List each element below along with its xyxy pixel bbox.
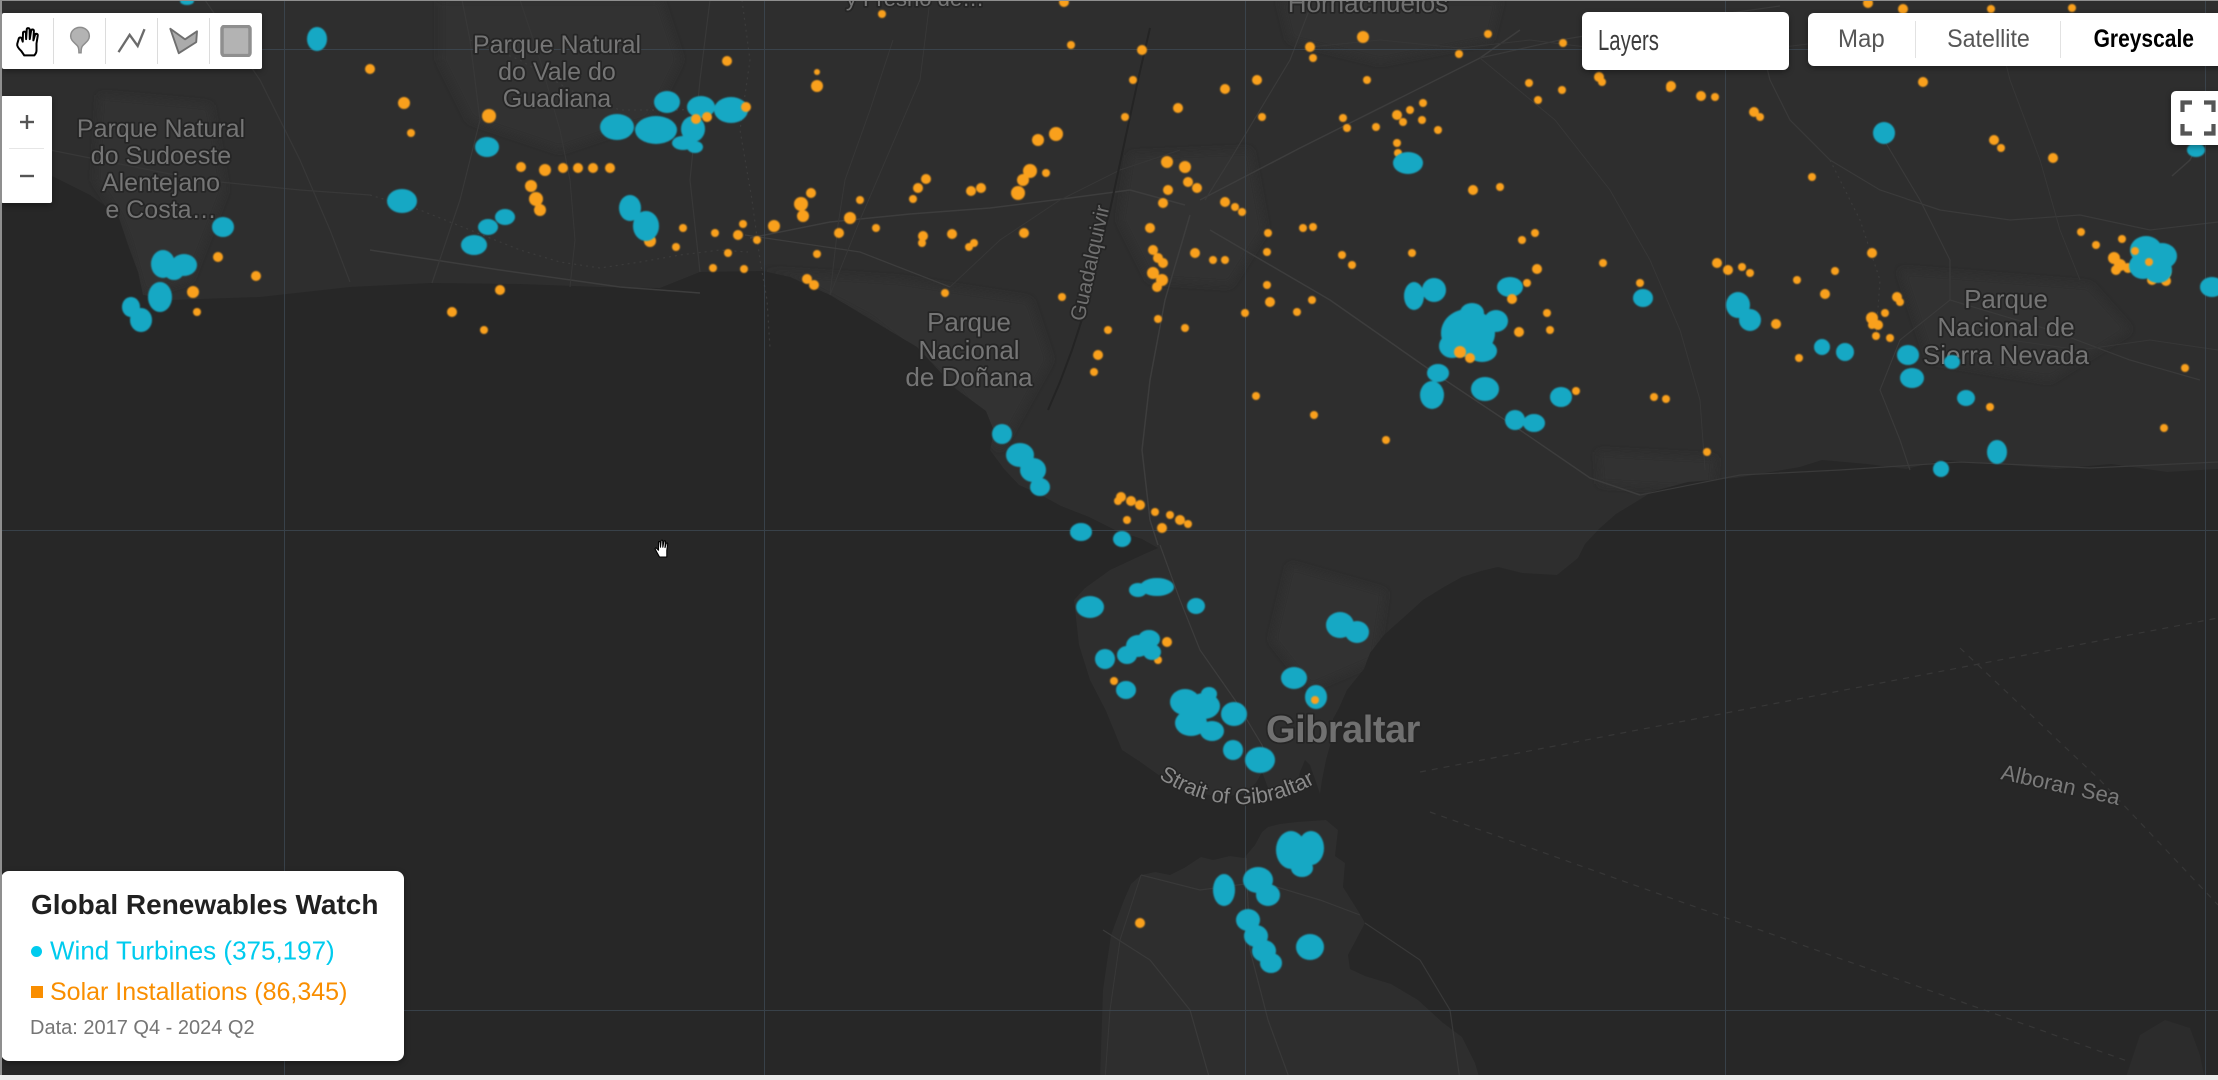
- svg-text:Guadiana: Guadiana: [503, 85, 612, 113]
- svg-text:Gibraltar: Gibraltar: [1266, 709, 1421, 751]
- svg-text:Parque Natural: Parque Natural: [77, 115, 245, 143]
- svg-text:e Costa…: e Costa…: [105, 196, 216, 224]
- svg-text:Parque: Parque: [927, 307, 1011, 337]
- svg-text:de Doñana: de Doñana: [905, 362, 1033, 392]
- svg-text:Hornachuelos: Hornachuelos: [1288, 0, 1448, 18]
- svg-text:Parque Natural: Parque Natural: [473, 31, 641, 59]
- svg-text:do Vale do: do Vale do: [498, 58, 616, 86]
- svg-text:do Sudoeste: do Sudoeste: [91, 142, 231, 170]
- svg-text:Parque: Parque: [1964, 284, 2048, 314]
- svg-text:Nacional de: Nacional de: [1937, 312, 2074, 342]
- svg-text:Alentejano: Alentejano: [102, 169, 220, 197]
- svg-text:Nacional: Nacional: [918, 335, 1019, 365]
- svg-text:y Fresno de…: y Fresno de…: [846, 0, 984, 11]
